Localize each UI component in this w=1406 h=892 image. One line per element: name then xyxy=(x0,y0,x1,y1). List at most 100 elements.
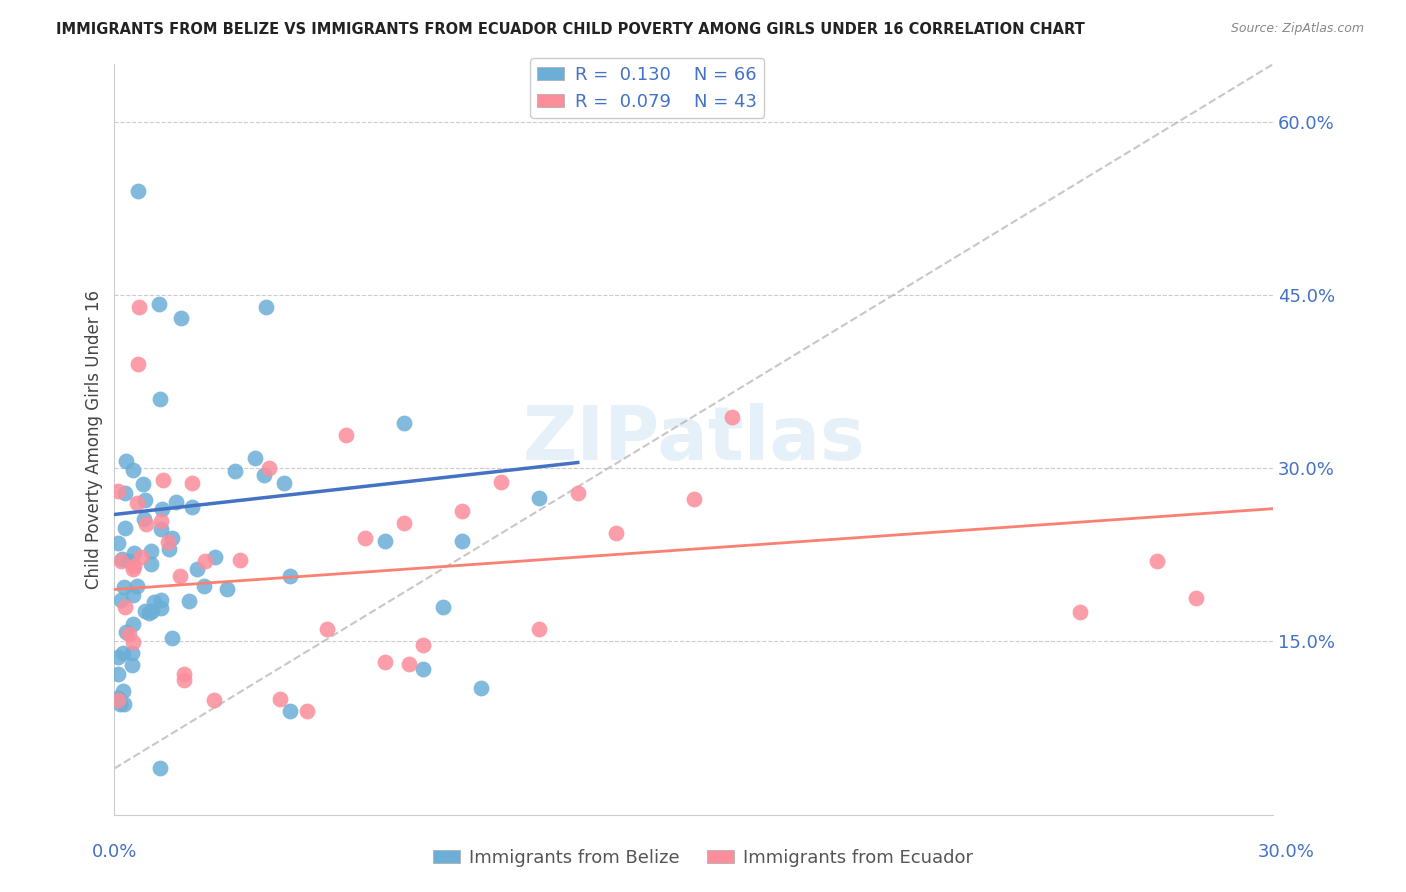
Point xyxy=(152,473,174,487)
Point xyxy=(179,594,201,608)
Point xyxy=(278,569,301,583)
Point xyxy=(156,535,179,549)
Point xyxy=(412,638,434,652)
Point xyxy=(108,697,131,711)
Point xyxy=(114,486,136,500)
Point xyxy=(149,592,172,607)
Point xyxy=(217,582,239,596)
Point xyxy=(121,647,143,661)
Point xyxy=(112,580,135,594)
Point xyxy=(162,531,184,545)
Point xyxy=(129,549,152,564)
Point xyxy=(107,690,129,705)
Point xyxy=(204,549,226,564)
Point xyxy=(121,616,143,631)
Point xyxy=(107,667,129,681)
Point xyxy=(122,546,145,560)
Point xyxy=(315,622,337,636)
Point xyxy=(605,526,627,541)
Point xyxy=(128,300,150,314)
Point xyxy=(114,521,136,535)
Point xyxy=(149,392,172,406)
Point xyxy=(148,297,170,311)
Point xyxy=(149,522,172,536)
Point xyxy=(122,558,145,573)
Point xyxy=(254,300,277,314)
Point xyxy=(245,450,267,465)
Point xyxy=(186,562,208,576)
Point xyxy=(527,622,550,636)
Point xyxy=(165,495,187,509)
Point xyxy=(297,704,319,718)
Point xyxy=(253,468,276,483)
Point xyxy=(374,656,396,670)
Point xyxy=(180,475,202,490)
Point xyxy=(412,662,434,676)
Point xyxy=(721,410,744,425)
Point xyxy=(111,647,134,661)
Point xyxy=(173,673,195,687)
Point xyxy=(202,693,225,707)
Text: IMMIGRANTS FROM BELIZE VS IMMIGRANTS FROM ECUADOR CHILD POVERTY AMONG GIRLS UNDE: IMMIGRANTS FROM BELIZE VS IMMIGRANTS FRO… xyxy=(56,22,1085,37)
Point xyxy=(110,554,132,568)
Point xyxy=(107,535,129,549)
Point xyxy=(224,464,246,478)
Point xyxy=(470,681,492,695)
Point xyxy=(121,588,143,602)
Point xyxy=(269,692,291,706)
Point xyxy=(451,533,474,548)
Text: 30.0%: 30.0% xyxy=(1258,843,1315,861)
Point xyxy=(127,496,149,510)
Point xyxy=(451,504,474,518)
Point xyxy=(122,463,145,477)
Y-axis label: Child Poverty Among Girls Under 16: Child Poverty Among Girls Under 16 xyxy=(86,290,103,589)
Point xyxy=(169,311,191,326)
Point xyxy=(127,579,149,593)
Point xyxy=(150,514,173,528)
Point xyxy=(127,358,149,372)
Point xyxy=(682,492,704,507)
Point xyxy=(374,534,396,549)
Point xyxy=(527,491,550,505)
Point xyxy=(107,693,129,707)
Point xyxy=(107,692,129,706)
Point xyxy=(110,592,132,607)
Point xyxy=(173,666,195,681)
Text: 0.0%: 0.0% xyxy=(91,843,136,861)
Point xyxy=(127,184,149,198)
Point xyxy=(335,427,357,442)
Point xyxy=(141,557,163,571)
Point xyxy=(278,704,301,718)
Point xyxy=(1184,591,1206,605)
Point xyxy=(489,475,512,489)
Point xyxy=(354,531,377,545)
Legend: Immigrants from Belize, Immigrants from Ecuador: Immigrants from Belize, Immigrants from … xyxy=(426,842,980,874)
Point xyxy=(107,650,129,665)
Point xyxy=(392,417,415,431)
Point xyxy=(432,599,454,614)
Text: Source: ZipAtlas.com: Source: ZipAtlas.com xyxy=(1230,22,1364,36)
Point xyxy=(111,551,134,566)
Point xyxy=(121,657,143,672)
Point xyxy=(567,486,589,500)
Legend: R =  0.130    N = 66, R =  0.079    N = 43: R = 0.130 N = 66, R = 0.079 N = 43 xyxy=(530,58,765,118)
Point xyxy=(180,500,202,514)
Point xyxy=(229,553,252,567)
Point xyxy=(162,631,184,645)
Point xyxy=(1146,554,1168,568)
Point xyxy=(392,516,415,530)
Point xyxy=(1069,606,1091,620)
Point xyxy=(114,600,136,615)
Point xyxy=(118,627,141,641)
Point xyxy=(193,579,215,593)
Point xyxy=(273,476,295,491)
Point xyxy=(138,606,160,620)
Point xyxy=(115,625,138,640)
Point xyxy=(132,512,155,526)
Point xyxy=(169,569,191,583)
Point xyxy=(157,542,180,557)
Point xyxy=(143,595,166,609)
Point xyxy=(149,761,172,775)
Point xyxy=(111,684,134,698)
Text: ZIPatlas: ZIPatlas xyxy=(522,403,865,476)
